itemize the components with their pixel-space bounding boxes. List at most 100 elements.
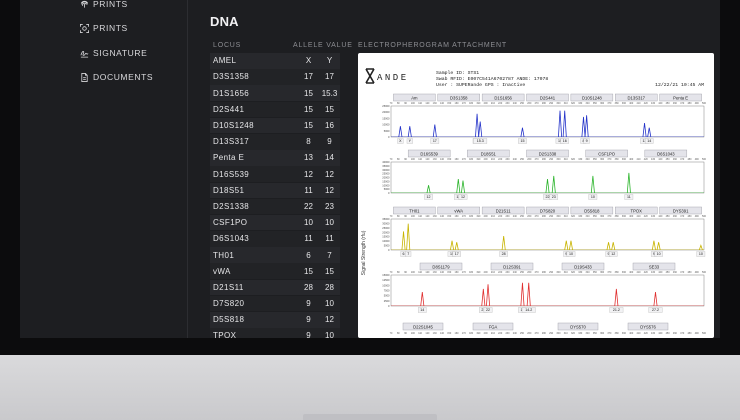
marker-label: D6S1043 (657, 151, 675, 156)
report-datetime: 12/22/21 10:45 AM (655, 82, 704, 88)
x-tick-label: 70 (390, 102, 393, 105)
x-tick-label: 310 (564, 102, 569, 105)
x-tick-label: 400 (629, 215, 634, 218)
nav-item-prints-fingerprint[interactable]: PRINTS (80, 0, 128, 11)
allele-label: 15 (558, 139, 562, 143)
x-tick-label: 130 (433, 158, 438, 161)
marker-label: Am (411, 95, 418, 100)
signal-peak (606, 242, 611, 251)
x-tick-label: 360 (600, 332, 605, 335)
x-tick-label: 440 (658, 215, 663, 218)
x-tick-label: 140 (440, 215, 445, 218)
x-tick-label: 420 (644, 332, 649, 335)
allele-label: 7 (407, 252, 409, 256)
sample-info-line: Swab RFID: E007C541A6702787 ANDE: 17078 (436, 76, 548, 82)
allele-value: 17 (325, 72, 334, 82)
x-tick-label: 190 (476, 271, 481, 274)
x-tick-label: 440 (658, 271, 663, 274)
x-tick-label: 430 (651, 102, 656, 105)
x-tick-label: 90 (404, 102, 407, 105)
allele-value: 17 (304, 72, 313, 82)
x-tick-label: 180 (469, 271, 474, 274)
x-tick-label: 440 (658, 158, 663, 161)
x-tick-label: 230 (505, 271, 510, 274)
allele-label: 21 (481, 308, 485, 312)
allele-label: 16 (563, 139, 567, 143)
x-tick-label: 70 (390, 158, 393, 161)
signal-peak (432, 124, 437, 138)
x-tick-label: 290 (549, 271, 554, 274)
x-tick-label: 70 (390, 215, 393, 218)
allele-label-box (583, 138, 590, 144)
x-tick-label: 390 (622, 215, 627, 218)
marker-label: TPOX (631, 208, 643, 213)
allele-label-box (430, 138, 440, 144)
x-tick-label: 100 (411, 158, 416, 161)
x-tick-label: 410 (636, 271, 641, 274)
x-tick-label: 300 (556, 271, 561, 274)
locus-name: D2S441 (213, 104, 245, 114)
x-tick-label: 160 (455, 102, 460, 105)
locus-name: D1S1656 (213, 88, 250, 98)
locus-name: TH01 (213, 250, 235, 260)
allele-label: 23 (552, 195, 556, 199)
plot-area (390, 105, 705, 138)
table-row: D21S11 28 28 (210, 279, 340, 296)
x-tick-label: 240 (513, 215, 518, 218)
monitor-bezel: PRINTS PRINTS SIGNATURE (0, 0, 740, 355)
x-tick-label: 340 (586, 271, 591, 274)
x-tick-label: 500 (702, 332, 707, 335)
x-tick-label: 370 (607, 102, 612, 105)
signal-peak (558, 110, 563, 138)
marker-label: Penta E (673, 95, 688, 100)
locus-name: D5S818 (213, 315, 245, 325)
x-tick-label: 120 (425, 332, 430, 335)
x-tick-label: 400 (629, 271, 634, 274)
allele-label: 12 (427, 195, 431, 199)
nav-item-signature[interactable]: SIGNATURE (80, 46, 147, 60)
x-tick-label: 130 (433, 102, 438, 105)
signal-peak (454, 242, 459, 251)
x-tick-label: 90 (404, 158, 407, 161)
table-row: D7S820 9 10 (210, 295, 340, 312)
nav-item-prints-face[interactable]: PRINTS (80, 21, 128, 35)
locus-name: D16S539 (213, 169, 250, 179)
x-tick-label: 280 (542, 158, 547, 161)
x-tick-label: 320 (571, 271, 576, 274)
signal-peak (626, 172, 631, 194)
marker-label: DYS391 (673, 208, 689, 213)
x-tick-label: 200 (484, 271, 489, 274)
allele-value: 14 (325, 153, 334, 163)
x-tick-label: 110 (418, 271, 422, 274)
allele-value: 9 (306, 331, 311, 338)
table-row: vWA 15 15 (210, 263, 340, 280)
x-tick-label: 380 (615, 102, 620, 105)
y-tick-label: 15000 (382, 273, 390, 277)
x-tick-label: 330 (578, 215, 583, 218)
x-tick-label: 80 (397, 158, 400, 161)
marker-label: FGA (489, 324, 498, 329)
marker-label: D10S1248 (582, 95, 602, 100)
nav-item-documents[interactable]: DOCUMENTS (80, 70, 153, 84)
x-tick-label: 130 (433, 332, 438, 335)
allele-value: 9 (306, 315, 311, 325)
marker-label: D19S433 (574, 264, 592, 269)
sidebar: PRINTS PRINTS SIGNATURE (20, 0, 188, 338)
marker-label: D18S51 (481, 151, 497, 156)
ande-logo-icon (365, 68, 375, 84)
y-tick-label: 0 (388, 191, 390, 195)
allele-value: 9 (327, 137, 332, 147)
x-tick-label: 390 (622, 271, 627, 274)
y-tick-label: 10000 (382, 239, 390, 243)
allele-label: 13 (643, 139, 647, 143)
plot-area (390, 274, 705, 307)
electropherogram-attachment[interactable]: ANDE Sample ID: STS1 Swab RFID: E007C541A6… (358, 53, 714, 338)
signal-peak (698, 244, 703, 251)
table-row: D10S1248 15 16 (210, 117, 340, 134)
allele-label-box (608, 251, 618, 257)
y-tick-label: 5000 (384, 244, 390, 248)
allele-label-box (397, 138, 404, 144)
marker-box (393, 206, 436, 215)
x-tick-label: 220 (498, 271, 503, 274)
x-tick-label: 340 (586, 102, 591, 105)
